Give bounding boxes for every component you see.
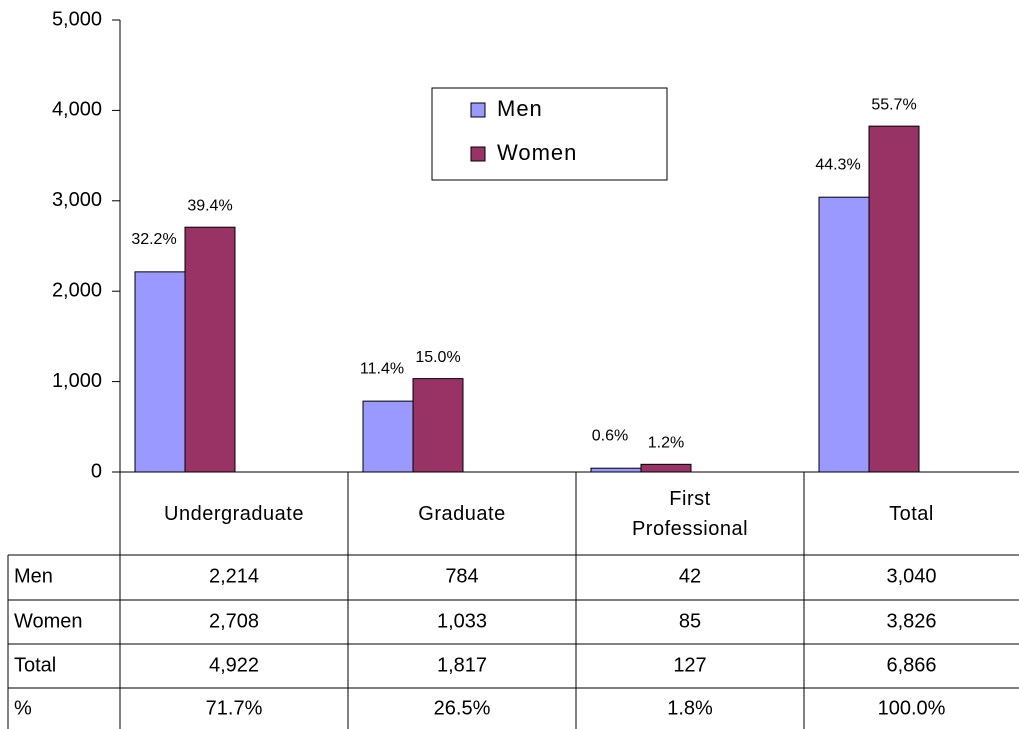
share-label: 0.6% [592,427,628,444]
x-tick-label: Undergraduate [164,502,304,525]
share-label: 55.7% [871,96,916,113]
table-cell: 26.5% [434,697,491,719]
table-cell: 71.7% [206,697,263,719]
bar [640,463,692,473]
y-tick-label: 1,000 [52,370,102,392]
bar [868,125,920,473]
table-cell: 2,708 [209,610,259,632]
y-tick-label: 3,000 [52,189,102,211]
share-label: 39.4% [187,197,232,214]
y-tick-label: 0 [91,460,102,482]
x-tick-label: Total [889,502,934,525]
table-cell: 1,817 [437,654,487,676]
table-cell: 1.8% [667,697,713,719]
bar [134,271,186,473]
table-cell: 42 [679,565,701,587]
table-cell: 2,214 [209,565,259,587]
x-tick-label: First Professional [631,487,749,540]
legend-label: Women [497,140,577,165]
table-cell: 784 [445,565,478,587]
table-cell: 4,922 [209,654,259,676]
table-cell: 3,040 [886,565,936,587]
legend-swatch [470,146,486,162]
x-tick-label: Graduate [418,502,506,525]
y-tick-label: 2,000 [52,279,102,301]
share-label: 1.2% [648,435,684,452]
table-cell: 85 [679,610,701,632]
row-label: Women [14,610,83,632]
table-cell: 127 [673,654,706,676]
share-label: 32.2% [131,231,176,248]
y-tick-label: 5,000 [52,8,102,30]
legend-swatch [470,102,486,118]
share-label: 15.0% [415,349,460,366]
bar [818,196,870,473]
row-label: Men [14,565,53,587]
bar [412,378,464,473]
table-cell: 100.0% [878,697,946,719]
table-cell: 3,826 [886,610,936,632]
share-label: 44.3% [815,156,860,173]
legend-box [431,87,668,181]
table-cell: 1,033 [437,610,487,632]
row-label: Total [14,654,56,676]
row-label: % [14,697,32,719]
bar [184,226,236,473]
bar [362,400,414,473]
share-label: 11.4% [360,360,404,377]
y-tick-label: 4,000 [52,99,102,121]
table-cell: 6,866 [886,654,936,676]
legend-label: Men [497,96,543,121]
